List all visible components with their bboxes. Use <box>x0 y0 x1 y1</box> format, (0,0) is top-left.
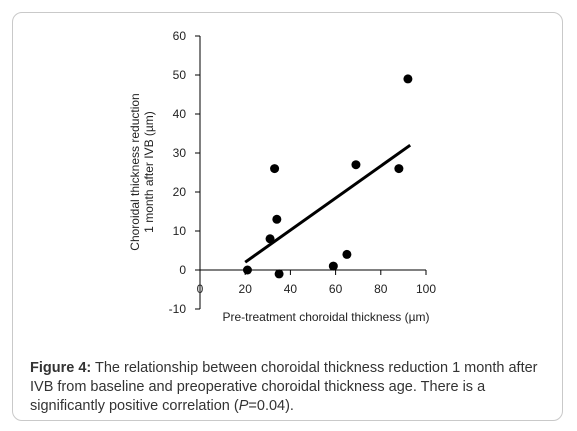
figure-frame <box>12 12 563 421</box>
y-tick-label: 40 <box>173 107 187 121</box>
data-point <box>270 164 280 174</box>
data-point <box>242 265 252 275</box>
y-axis-title: Choroidal thickness reduction 1 month af… <box>128 93 156 250</box>
y-axis-title-line1: Choroidal thickness reduction <box>128 93 142 250</box>
data-point <box>342 249 352 259</box>
y-tick-label: 60 <box>173 29 187 43</box>
y-axis-title-line2: 1 month after IVB (µm) <box>142 111 156 233</box>
chart-trendline-group <box>244 143 412 264</box>
data-point <box>328 261 338 271</box>
x-tick-label: 40 <box>284 282 298 296</box>
data-point <box>265 234 275 244</box>
y-tick-label: 0 <box>179 263 186 277</box>
x-axis-title: Pre-treatment choroidal thickness (µm) <box>223 310 430 324</box>
x-tick-label: 100 <box>416 282 436 296</box>
y-tick-label: 30 <box>173 146 187 160</box>
chart-points <box>242 74 413 279</box>
chart-ticks: -10 0 10 20 30 40 50 60 0 20 40 60 80 100 <box>169 29 437 316</box>
data-point <box>403 74 413 84</box>
y-tick-label: -10 <box>169 302 187 316</box>
chart-axes <box>199 36 426 309</box>
data-point <box>274 269 284 279</box>
data-point <box>272 214 282 224</box>
y-tick-label: 20 <box>173 185 187 199</box>
x-tick-label: 60 <box>329 282 343 296</box>
data-point <box>351 160 361 170</box>
y-tick-label: 50 <box>173 68 187 82</box>
y-tick-label: 10 <box>173 224 187 238</box>
caption-text-2: =0.04). <box>248 398 294 414</box>
caption-p-symbol: P <box>238 398 249 414</box>
figure-caption: Figure 4: The relationship between choro… <box>30 359 560 416</box>
trendline <box>244 143 412 264</box>
x-tick-label: 80 <box>374 282 388 296</box>
x-tick-label: 0 <box>197 282 204 296</box>
caption-text-1: The relationship between choroidal thick… <box>30 360 538 414</box>
caption-label: Figure 4: <box>30 360 92 376</box>
data-point <box>394 164 404 174</box>
x-tick-label: 20 <box>239 282 253 296</box>
